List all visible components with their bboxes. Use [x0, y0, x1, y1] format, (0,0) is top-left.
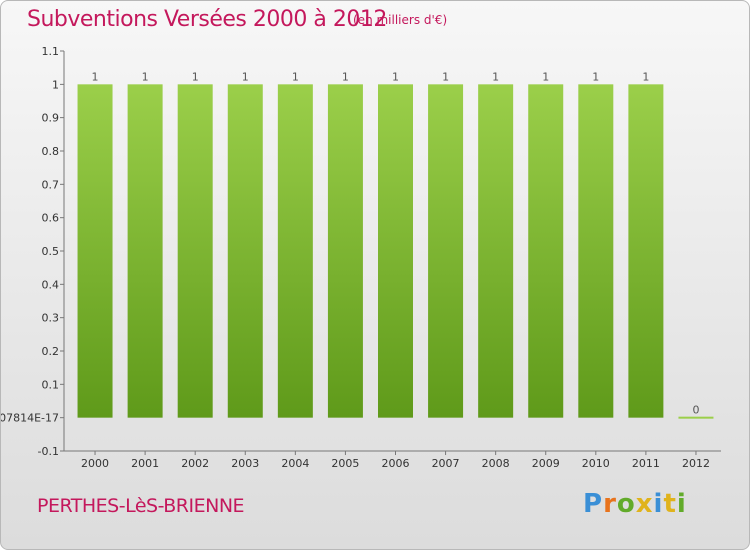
bar — [628, 84, 664, 418]
proxiti-logo[interactable]: Proxiti — [583, 489, 687, 519]
y-tick-label: 0.5 — [42, 245, 60, 258]
y-tick-label: -0.1 — [38, 445, 59, 458]
data-label: 1 — [392, 70, 399, 83]
x-tick-label: 2012 — [682, 457, 710, 470]
y-tick-label: 0.6 — [42, 212, 60, 225]
data-label: 1 — [442, 70, 449, 83]
bar — [528, 84, 564, 418]
y-tick-label: 0.1 — [42, 378, 60, 391]
x-tick-label: 2001 — [131, 457, 159, 470]
y-tick-label: 0.3 — [42, 312, 60, 325]
y-tick-label: 1 — [52, 78, 59, 91]
data-label: 1 — [92, 70, 99, 83]
logo-letter: i — [676, 489, 687, 519]
bar — [227, 84, 263, 418]
y-tick-label: 1.1 — [42, 45, 60, 58]
bar — [578, 84, 614, 418]
y-tick-label: 0.4 — [42, 278, 60, 291]
data-label: 1 — [342, 70, 349, 83]
logo-letter: x — [635, 489, 654, 519]
x-tick-label: 2009 — [532, 457, 560, 470]
data-labels: 1 1 1 1 1 1 1 1 1 1 1 1 0 — [92, 70, 700, 416]
bars — [77, 84, 714, 419]
y-tick-label: 1.3877787807814E-17 — [1, 412, 59, 425]
bar — [127, 84, 163, 418]
data-label: 1 — [642, 70, 649, 83]
data-label: 1 — [292, 70, 299, 83]
y-tick-labels: -0.1 1.3877787807814E-17 0.1 0.2 0.3 0.4 0.5 0.… — [1, 45, 59, 458]
data-label: 1 — [192, 70, 199, 83]
x-tick-label: 2000 — [81, 457, 109, 470]
bar — [277, 84, 313, 418]
y-tick-label: 0.2 — [42, 345, 60, 358]
logo-letter: i — [653, 489, 664, 519]
chart-axes — [60, 50, 721, 455]
x-tick-label: 2011 — [632, 457, 660, 470]
bar — [378, 84, 413, 418]
bar — [478, 84, 514, 418]
x-tick-label: 2010 — [582, 457, 610, 470]
data-label: 1 — [142, 70, 149, 83]
bar — [327, 84, 363, 418]
y-tick-label: 0.7 — [42, 178, 60, 191]
logo-letter: t — [663, 489, 677, 519]
x-tick-label: 2004 — [281, 457, 309, 470]
bar — [428, 84, 464, 418]
x-tick-labels: 2000 2001 2002 2003 2004 2005 2006 2007 2008 2009… — [81, 457, 710, 470]
x-tick-label: 2008 — [482, 457, 510, 470]
bar — [177, 84, 213, 418]
y-tick-label: 0.9 — [42, 112, 60, 125]
data-label: 0 — [692, 404, 699, 417]
chart-title: Subventions Versées 2000 à 2012 — [27, 7, 387, 32]
data-label: 1 — [242, 70, 249, 83]
x-tick-label: 2002 — [181, 457, 209, 470]
x-tick-label: 2005 — [331, 457, 359, 470]
data-label: 1 — [592, 70, 599, 83]
logo-letter: o — [616, 489, 636, 519]
location-name: PERTHES-LèS-BRIENNE — [37, 495, 245, 517]
chart-subtitle: (en milliers d'€) — [353, 13, 448, 27]
bar — [77, 84, 113, 418]
x-tick-label: 2007 — [432, 457, 460, 470]
bar — [678, 416, 714, 419]
logo-letter: r — [603, 489, 617, 519]
x-tick-label: 2006 — [382, 457, 410, 470]
logo-letter: P — [583, 489, 604, 519]
x-tick-label: 2003 — [231, 457, 259, 470]
y-tick-label: 0.8 — [42, 145, 60, 158]
data-label: 1 — [542, 70, 549, 83]
data-label: 1 — [492, 70, 499, 83]
